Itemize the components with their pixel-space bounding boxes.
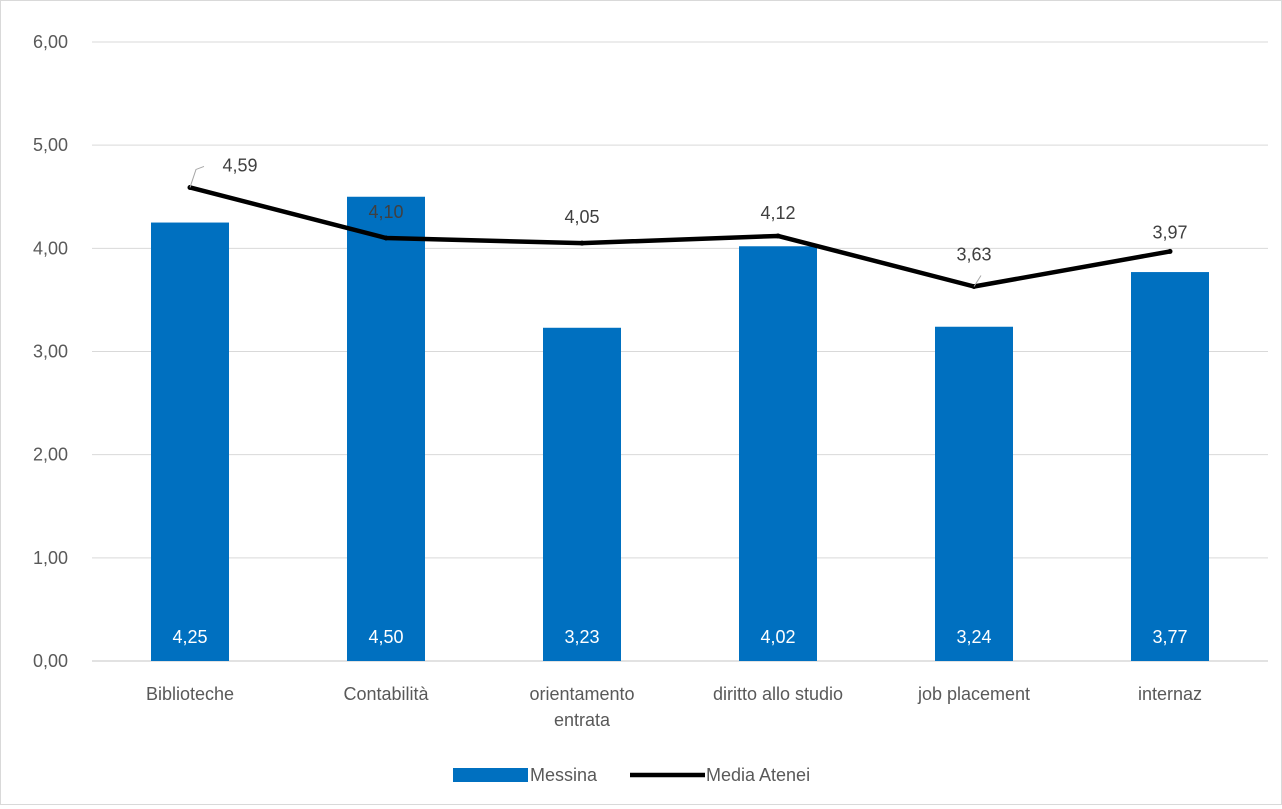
line-point	[1167, 248, 1173, 254]
line-point	[579, 240, 585, 246]
bar-data-label: 3,23	[564, 627, 599, 647]
leader-line	[189, 165, 205, 188]
bar-data-label: 4,02	[760, 627, 795, 647]
bar-messina	[739, 246, 817, 661]
legend-label-messina: Messina	[530, 765, 598, 785]
line-data-label: 4,05	[564, 207, 599, 227]
y-tick-label: 5,00	[33, 135, 68, 155]
bar-data-label: 4,50	[368, 627, 403, 647]
bar-data-label: 4,25	[172, 627, 207, 647]
x-tick-label: Contabilità	[343, 684, 429, 704]
x-tick-label: entrata	[554, 710, 611, 730]
line-point	[775, 233, 781, 239]
x-tick-label: job placement	[917, 684, 1030, 704]
line-data-label: 4,10	[368, 202, 403, 222]
bar-messina	[1131, 272, 1209, 661]
x-tick-label: diritto allo studio	[713, 684, 843, 704]
x-tick-label: Biblioteche	[146, 684, 234, 704]
bar-messina	[151, 222, 229, 661]
bar-messina	[543, 327, 621, 661]
line-data-label: 4,59	[222, 155, 257, 175]
x-tick-label: orientamento	[529, 684, 634, 704]
bar-messina	[935, 326, 1013, 661]
line-data-label: 4,12	[760, 203, 795, 223]
line-point	[383, 235, 389, 241]
line-data-label: 3,97	[1152, 222, 1187, 242]
y-tick-label: 6,00	[33, 32, 68, 52]
y-tick-label: 1,00	[33, 548, 68, 568]
bar-data-label: 3,24	[956, 627, 991, 647]
legend-swatch-messina	[453, 768, 528, 782]
leader-line	[973, 275, 982, 287]
y-tick-label: 4,00	[33, 238, 68, 258]
y-tick-label: 0,00	[33, 651, 68, 671]
y-tick-label: 2,00	[33, 445, 68, 465]
y-tick-label: 3,00	[33, 342, 68, 362]
line-media-atenei	[187, 185, 1173, 289]
x-tick-label: internaz	[1138, 684, 1202, 704]
bar-messina	[347, 196, 425, 661]
line-data-label: 3,63	[956, 245, 991, 265]
bar-data-label: 3,77	[1152, 627, 1187, 647]
legend-label-media-atenei: Media Atenei	[706, 765, 810, 785]
